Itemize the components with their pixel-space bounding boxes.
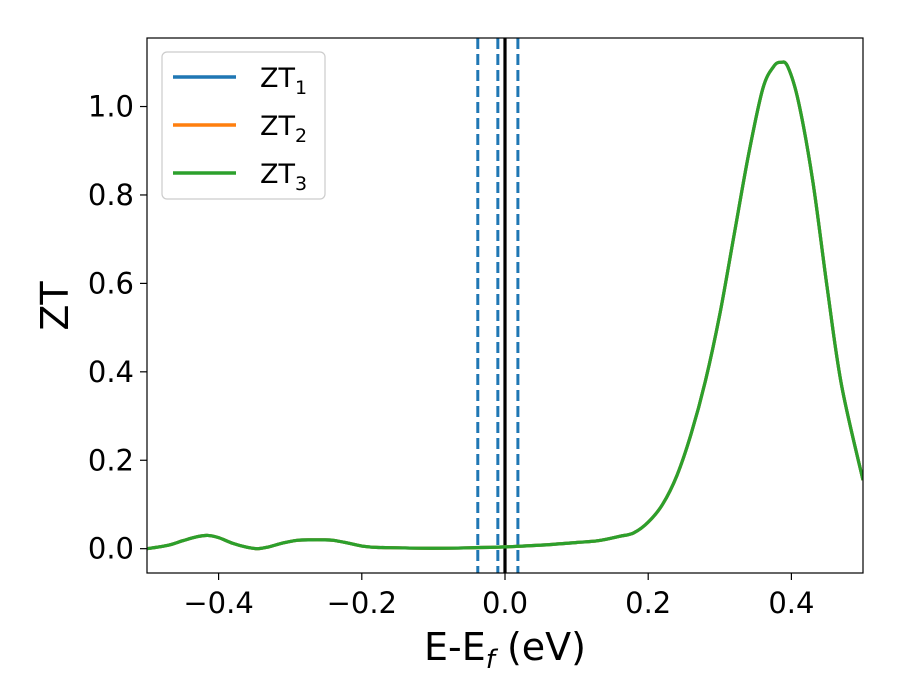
y-axis-label: ZT	[33, 281, 77, 331]
x-axis-ticks: −0.4 −0.2 0.0 0.2 0.4	[183, 573, 814, 620]
x-tick-label: 0.2	[625, 586, 671, 620]
reference-lines	[476, 38, 520, 573]
y-axis-ticks: 0.0 0.2 0.4 0.6 0.8 1.0	[88, 90, 147, 566]
legend-label-3: ZT3	[260, 159, 307, 195]
x-tick-label: 0.4	[768, 586, 814, 620]
x-tick-label: −0.4	[183, 586, 253, 620]
legend-box	[161, 51, 326, 200]
legend-label-1: ZT1	[260, 63, 307, 99]
series-layer	[147, 60, 863, 551]
legend-label-2: ZT2	[260, 111, 307, 147]
x-tick-label: 0.0	[482, 586, 528, 620]
y-tick-label: 0.2	[88, 443, 134, 477]
legend: ZT1 ZT2 ZT3	[161, 51, 326, 200]
series-line-3	[147, 60, 863, 551]
y-tick-label: 0.4	[88, 355, 134, 389]
y-tick-label: 0.8	[88, 178, 134, 212]
y-tick-label: 1.0	[88, 90, 134, 124]
y-tick-label: 0.6	[88, 266, 134, 300]
y-tick-label: 0.0	[88, 532, 134, 566]
x-tick-label: −0.2	[327, 586, 397, 620]
x-axis-label: E-Ef (eV)	[424, 625, 586, 675]
